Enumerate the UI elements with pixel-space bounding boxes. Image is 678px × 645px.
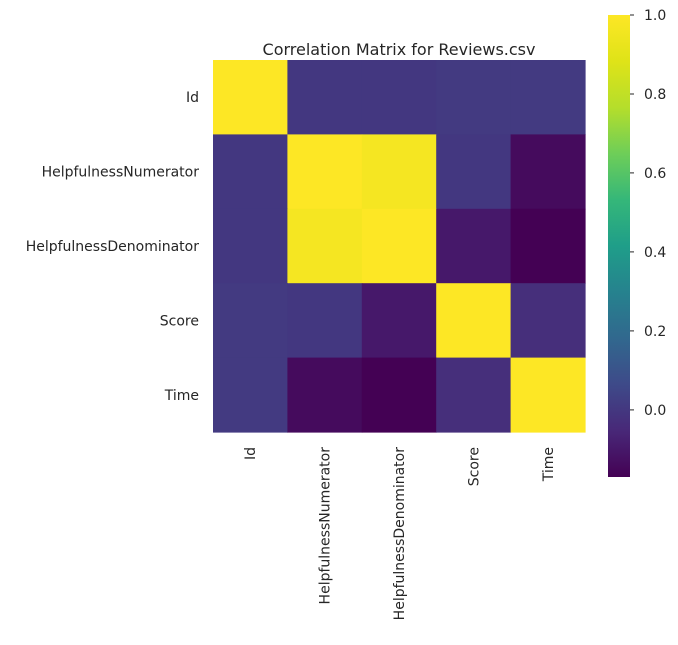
heatmap-cell <box>287 283 363 359</box>
column-tick-labels: Id HelpfulnessNumerator HelpfulnessDenomin… <box>243 447 557 621</box>
heatmap-cell <box>361 283 437 359</box>
column-label: HelpfulnessNumerator <box>318 447 334 605</box>
row-label: HelpfulnessNumerator <box>42 165 200 181</box>
heatmap-cell <box>510 283 586 359</box>
row-tick-labels: Id HelpfulnessNumerator HelpfulnessDenomin… <box>26 90 200 404</box>
heatmap-cell <box>287 60 363 135</box>
heatmap-cell <box>213 208 288 284</box>
colorbar-tick-label: 0.0 <box>644 403 666 419</box>
colorbar-ticks: 0.0 0.2 0.4 0.6 0.8 1.0 <box>630 8 666 419</box>
heatmap-cell <box>287 134 363 210</box>
heatmap-cell <box>361 134 437 210</box>
chart-title: Correlation Matrix for Reviews.csv <box>263 40 536 59</box>
heatmap-cell <box>213 60 288 135</box>
column-label: HelpfulnessDenominator <box>392 447 408 621</box>
row-label: Time <box>164 388 199 404</box>
heatmap-cell <box>436 357 512 433</box>
colorbar-tick-label: 1.0 <box>644 8 666 24</box>
column-label: Id <box>243 447 259 460</box>
heatmap-cell <box>436 208 512 284</box>
row-label: Id <box>186 90 199 106</box>
heatmap-cell <box>287 357 363 433</box>
heatmap-cell <box>436 134 512 210</box>
column-label: Time <box>541 447 557 482</box>
heatmap-cell <box>361 208 437 284</box>
heatmap-cell <box>510 208 586 284</box>
heatmap-cell <box>510 357 586 433</box>
heatmap-cell <box>213 357 288 433</box>
heatmap-cell <box>213 283 288 359</box>
heatmap-cell <box>361 60 437 135</box>
row-label: Score <box>160 313 199 329</box>
colorbar-tick-label: 0.2 <box>644 324 666 340</box>
colorbar-tick-label: 0.4 <box>644 245 666 261</box>
colorbar-tick-label: 0.6 <box>644 166 666 182</box>
heatmap-cell <box>361 357 437 433</box>
column-label: Score <box>466 447 482 486</box>
heatmap-cell <box>510 134 586 210</box>
heatmap-cell <box>436 60 512 135</box>
heatmap-cell <box>510 60 586 135</box>
heatmap-cell <box>436 283 512 359</box>
heatmap-cell <box>287 208 363 284</box>
colorbar <box>608 15 630 477</box>
row-label: HelpfulnessDenominator <box>26 239 200 255</box>
heatmap-cells <box>213 60 586 433</box>
heatmap-cell <box>213 134 288 210</box>
colorbar-tick-label: 0.8 <box>644 87 666 103</box>
